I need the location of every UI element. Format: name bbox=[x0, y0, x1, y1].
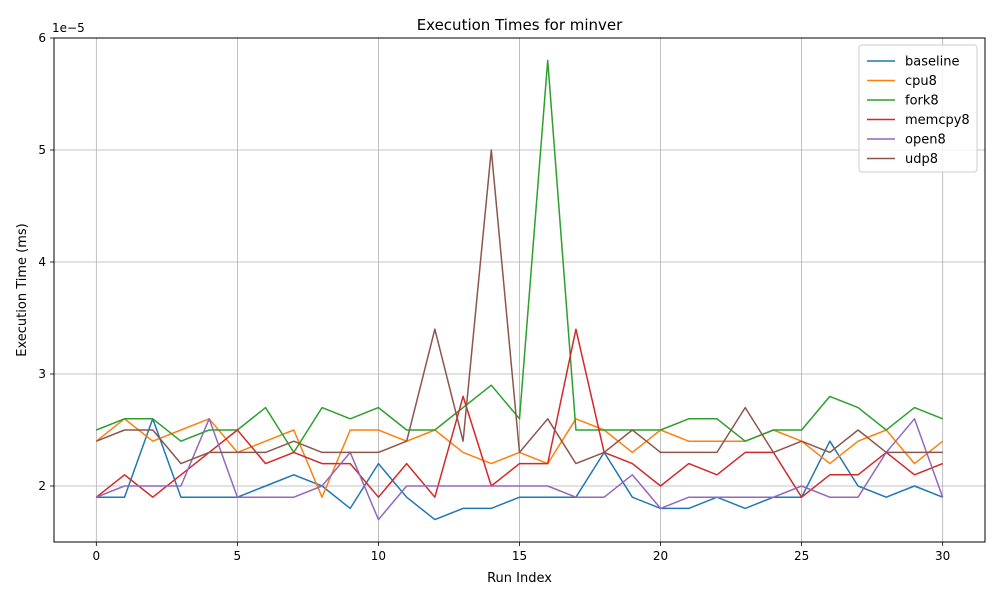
legend-box bbox=[858, 44, 978, 173]
tick-layer: 0 5 10 15 20 25 30 2 3 4 5 6 bbox=[38, 31, 950, 563]
series-line-open8 bbox=[96, 418, 944, 521]
x-tick-label: 5 bbox=[234, 549, 242, 563]
x-axis-title: Run Index bbox=[487, 571, 552, 586]
series-layer bbox=[95, 59, 944, 521]
x-tick-label: 25 bbox=[794, 549, 809, 563]
y-tick-label: 3 bbox=[38, 367, 46, 381]
legend-label-cpu8: cpu8 bbox=[905, 74, 937, 89]
legend-label-baseline: baseline bbox=[905, 55, 959, 70]
legend: baseline cpu8 fork8 memcpy8 open8 udp8 bbox=[858, 44, 978, 173]
series-line-udp8 bbox=[96, 149, 943, 465]
y-tick-label: 4 bbox=[38, 255, 46, 269]
x-tick-label: 30 bbox=[935, 549, 950, 563]
y-axis-title: Execution Time (ms) bbox=[15, 223, 30, 356]
legend-label-fork8: fork8 bbox=[905, 94, 939, 109]
y-tick-label: 6 bbox=[38, 31, 46, 45]
y-axis-offset-label: 1e−5 bbox=[52, 21, 85, 35]
y-tick-label: 2 bbox=[38, 479, 46, 493]
series-line-memcpy8 bbox=[95, 328, 943, 498]
chart-title: Execution Times for minver bbox=[417, 16, 623, 34]
x-tick-label: 0 bbox=[92, 549, 100, 563]
legend-label-open8: open8 bbox=[905, 133, 946, 148]
x-tick-label: 20 bbox=[653, 549, 668, 563]
legend-label-memcpy8: memcpy8 bbox=[905, 113, 970, 128]
legend-label-udp8: udp8 bbox=[905, 152, 938, 167]
y-tick-label: 5 bbox=[38, 143, 46, 157]
x-tick-label: 10 bbox=[371, 549, 386, 563]
x-tick-label: 15 bbox=[512, 549, 527, 563]
